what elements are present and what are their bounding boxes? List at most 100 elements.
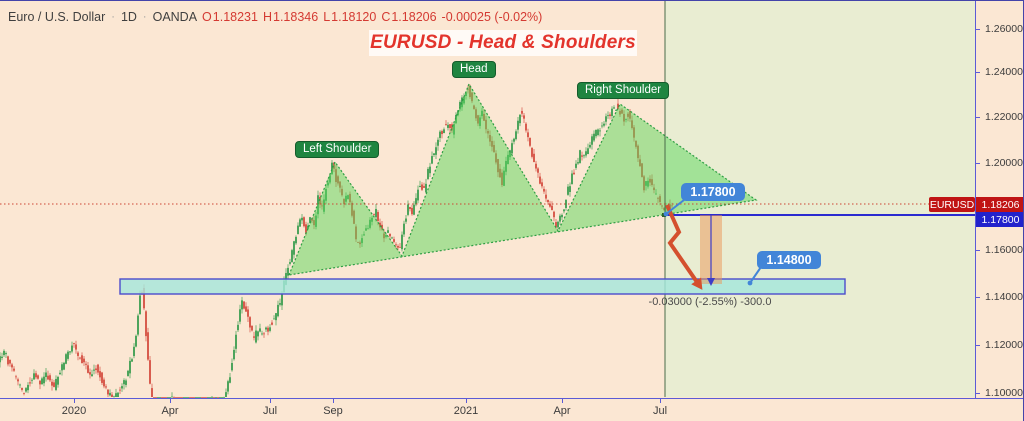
candle-body [569,186,571,193]
time-axis-tick [466,399,467,403]
candle-body [17,379,19,382]
candle-body [163,397,165,398]
candle-body [129,360,131,374]
candle-body [207,397,209,398]
candle-body [111,394,113,397]
candle-body [277,304,279,317]
support-zone-band[interactable] [119,278,846,295]
candle-body [433,153,435,156]
price-axis[interactable]: 1.18206 1.17800 1.26000 1.24000 1.22000 1.2… [975,1,1023,399]
candle-body [45,372,47,377]
candle-body [203,397,205,398]
candle-body [447,124,449,128]
time-axis-tick [270,399,271,403]
candle-body [245,306,247,312]
right-shoulder-label[interactable]: Right Shoulder [577,82,670,99]
candle-body [175,397,177,398]
candle-body [121,386,123,389]
candle-body [441,131,443,135]
candle-body [219,397,221,398]
price-axis-label: 1.16000 [985,244,1023,256]
candle-body [11,364,13,368]
time-axis[interactable]: 2020 Apr Jul Sep 2021 Apr Jul [0,398,1023,421]
candle-body [567,186,569,195]
candle-body [241,300,243,310]
time-axis-label: Apr [161,405,179,417]
candle-body [445,124,447,125]
candle-body [375,208,377,218]
time-axis-label: Sep [323,405,343,417]
candle-body [443,129,445,133]
candle-body [431,156,433,164]
candle-body [513,138,515,142]
target-price-callout[interactable]: 1.14800 [757,251,821,269]
symbol-name[interactable]: Euro / U.S. Dollar [8,10,106,24]
candle-body [125,380,127,385]
callout-tail [749,266,762,284]
candle-body [35,373,37,378]
left-shoulder-label[interactable]: Left Shoulder [295,141,380,158]
last-price-tag: 1.18206 [976,197,1023,212]
breakdown-arrow[interactable] [665,204,701,287]
candle-body [459,101,461,110]
candle-body [37,375,39,379]
candle-body [515,131,517,140]
candle-body [589,144,591,148]
candle-body [263,333,265,335]
time-axis-tick [74,399,75,403]
candle-body [427,168,429,179]
candle-body [177,397,179,398]
candle-body [0,356,1,363]
candle-body [99,371,101,378]
candle-body [251,325,253,331]
price-axis-label: 1.20000 [985,157,1023,169]
neckline-price-callout[interactable]: 1.17800 [681,183,745,201]
candle-body [233,349,235,360]
candle-body [59,372,61,375]
candle-body [399,246,401,248]
candle-body [3,350,5,356]
separator-dot: · [111,11,115,23]
measurement-arrowhead-icon [707,278,715,286]
head-label[interactable]: Head [452,61,496,78]
candle-body [113,396,115,398]
candle-body [583,155,585,157]
candle-body [221,397,223,398]
change-value: -0.00025 (-0.02%) [441,10,543,24]
candle-body [75,344,77,350]
candle-body [387,230,389,233]
candle-body [205,397,207,398]
price-axis-label: 1.24000 [985,66,1023,78]
candle-body [107,389,109,395]
candle-body [265,327,267,330]
ohlc-high: H 1.18346 [262,10,319,24]
candle-body [609,114,611,117]
candle-body [25,388,27,392]
candle-body [549,203,551,207]
candle-body [291,250,293,263]
candle-body [307,225,309,229]
interval-label[interactable]: 1D [120,10,137,24]
candle-body [139,295,141,315]
price-axis-label: 1.26000 [985,23,1023,35]
candle-body [97,364,99,373]
candle-body [259,328,261,332]
candle-body [51,381,53,386]
candle-body [13,368,15,371]
candle-body [561,214,563,218]
candle-body [437,139,439,146]
candle-body [289,262,291,264]
candle-body [155,397,157,398]
candle-body [253,336,255,338]
candle-body [541,182,543,187]
chart-title-annotation[interactable]: EURUSD - Head & Shoulders [369,30,637,56]
candle-body [55,378,57,390]
candle-body [411,207,413,215]
candle-body [147,332,149,360]
candle-body [229,377,231,383]
candle-body [169,397,171,398]
price-axis-label: 1.12000 [985,339,1023,351]
callout-tail [665,199,685,215]
candle-body [89,372,91,375]
